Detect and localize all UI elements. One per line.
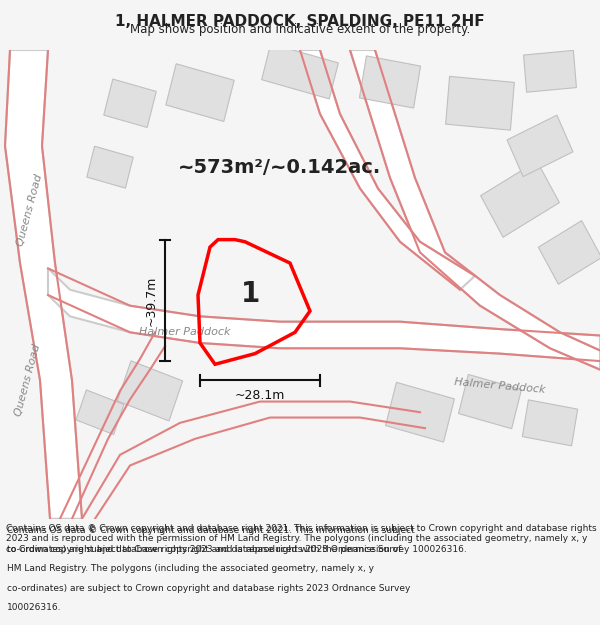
Text: Halmer Paddock: Halmer Paddock xyxy=(139,328,231,338)
Polygon shape xyxy=(481,161,559,238)
Polygon shape xyxy=(5,50,82,519)
Polygon shape xyxy=(166,64,234,121)
Text: Map shows position and indicative extent of the property.: Map shows position and indicative extent… xyxy=(130,23,470,36)
Text: Contains OS data © Crown copyright and database right 2021. This information is : Contains OS data © Crown copyright and d… xyxy=(6,524,596,554)
Polygon shape xyxy=(76,390,124,434)
Text: ~573m²/~0.142ac.: ~573m²/~0.142ac. xyxy=(178,158,382,177)
Text: co-ordinates) are subject to Crown copyright and database rights 2023 Ordnance S: co-ordinates) are subject to Crown copyr… xyxy=(7,584,410,592)
Text: 1, HALMER PADDOCK, SPALDING, PE11 2HF: 1, HALMER PADDOCK, SPALDING, PE11 2HF xyxy=(115,14,485,29)
Text: 1: 1 xyxy=(241,281,260,309)
Polygon shape xyxy=(300,50,475,290)
Text: ~28.1m: ~28.1m xyxy=(235,389,285,402)
Polygon shape xyxy=(538,221,600,284)
Polygon shape xyxy=(523,400,578,446)
Polygon shape xyxy=(104,79,156,128)
Text: to Crown copyright and database rights 2023 and is reproduced with the permissio: to Crown copyright and database rights 2… xyxy=(7,545,401,554)
Polygon shape xyxy=(458,374,521,429)
Polygon shape xyxy=(262,44,338,99)
Polygon shape xyxy=(48,268,600,361)
Text: Halmer Paddock: Halmer Paddock xyxy=(454,377,546,394)
Text: Queens Road: Queens Road xyxy=(16,173,44,247)
Polygon shape xyxy=(446,76,514,130)
Polygon shape xyxy=(507,115,573,177)
Polygon shape xyxy=(350,50,600,369)
Text: 100026316.: 100026316. xyxy=(7,602,62,612)
Polygon shape xyxy=(87,146,133,188)
Text: ~39.7m: ~39.7m xyxy=(145,275,157,326)
Polygon shape xyxy=(118,361,182,421)
Polygon shape xyxy=(359,56,421,108)
Text: Queens Road: Queens Road xyxy=(14,343,43,418)
Text: Contains OS data © Crown copyright and database right 2021. This information is : Contains OS data © Crown copyright and d… xyxy=(7,526,415,535)
Polygon shape xyxy=(524,51,577,92)
Text: HM Land Registry. The polygons (including the associated geometry, namely x, y: HM Land Registry. The polygons (includin… xyxy=(7,564,374,574)
Polygon shape xyxy=(386,382,454,442)
